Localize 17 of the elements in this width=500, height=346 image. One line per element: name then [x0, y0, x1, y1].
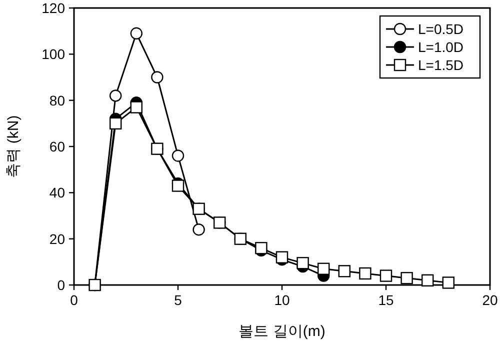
legend-label: L=1.0D	[418, 39, 464, 55]
y-tick-label: 20	[49, 230, 66, 247]
y-tick-label: 0	[57, 277, 66, 293]
x-tick-label: 20	[482, 292, 498, 308]
legend-label: L=1.5D	[418, 57, 464, 73]
x-tick-label: 15	[378, 292, 394, 308]
y-tick-label: 60	[49, 138, 66, 154]
y-tick-label: 100	[42, 46, 66, 62]
x-tick-label: 5	[174, 292, 182, 308]
y-tick-label: 120	[42, 0, 66, 16]
y-tick-label: 40	[49, 184, 66, 201]
y-axis-title: 축력 (kN)	[5, 115, 22, 178]
x-axis-title: 볼트 길이(m)	[238, 323, 326, 340]
y-tick-label: 80	[49, 92, 66, 108]
x-tick-label: 10	[274, 292, 290, 308]
x-tick-label: 0	[70, 292, 78, 308]
legend-label: L=0.5D	[418, 21, 464, 37]
